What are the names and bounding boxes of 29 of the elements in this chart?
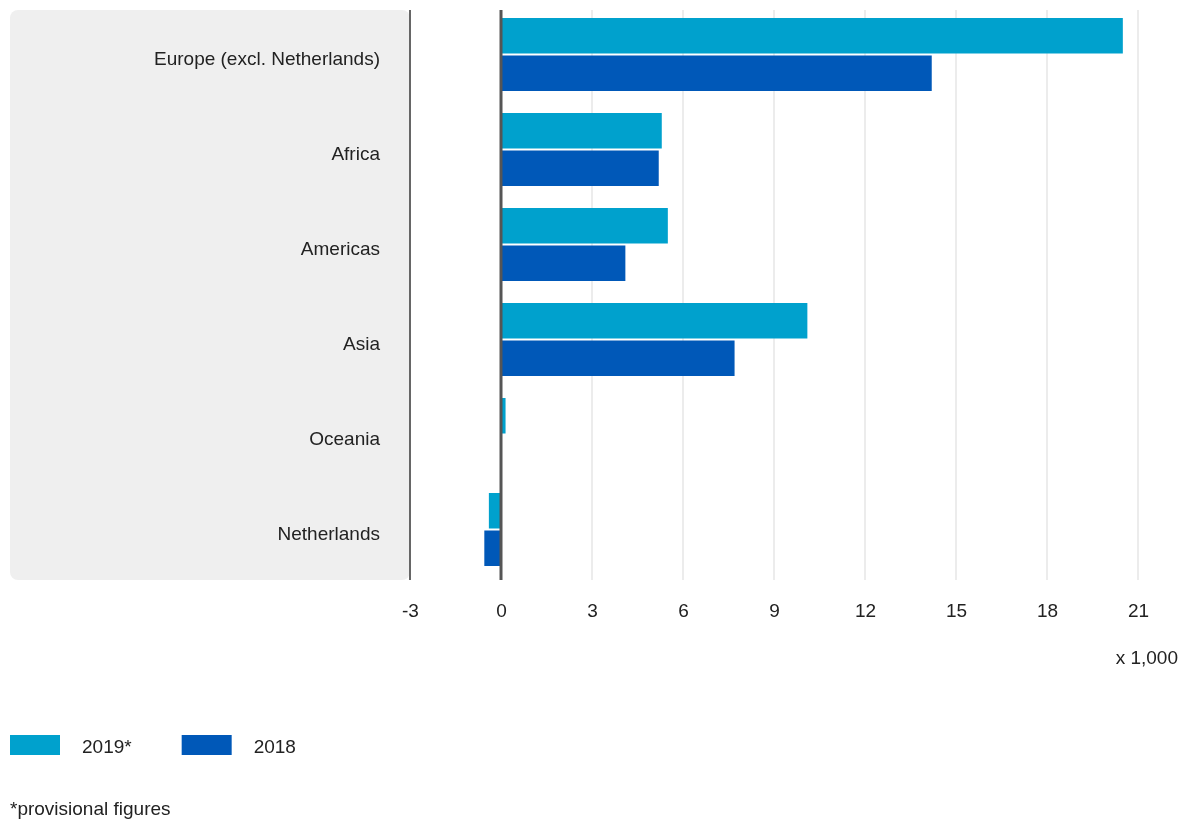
x-tick-label: 9 bbox=[769, 600, 780, 622]
x-tick-label: 15 bbox=[945, 600, 968, 622]
bar bbox=[501, 340, 735, 376]
y-tick-label: Americas bbox=[300, 237, 380, 259]
x-axis-title: x 1,000 bbox=[1115, 647, 1178, 668]
x-tick-label: 6 bbox=[678, 600, 689, 622]
x-tick-label: 0 bbox=[496, 600, 507, 622]
bar bbox=[488, 493, 501, 529]
y-tick-label: Europe (excl. Netherlands) bbox=[154, 47, 380, 69]
bar bbox=[501, 208, 668, 244]
bar bbox=[484, 530, 501, 566]
bar bbox=[501, 150, 659, 186]
x-tick-label: 18 bbox=[1036, 600, 1059, 622]
text: *provisional figures bbox=[10, 798, 171, 819]
y-tick-label: Netherlands bbox=[277, 522, 380, 544]
x-tick-label: 3 bbox=[587, 600, 598, 622]
y-tick-label: Africa bbox=[331, 142, 381, 164]
x-tick-label: -3 bbox=[402, 600, 419, 622]
bar bbox=[501, 55, 932, 91]
bar bbox=[501, 303, 808, 339]
bar bbox=[501, 245, 626, 281]
bar bbox=[501, 113, 662, 149]
x-tick-label: 21 bbox=[1127, 600, 1150, 622]
legend-label: 2019* bbox=[82, 736, 133, 757]
legend-label: 2018 bbox=[253, 736, 296, 757]
y-tick-label: Oceania bbox=[309, 427, 381, 449]
x-tick-label: 12 bbox=[854, 600, 877, 622]
bar bbox=[501, 18, 1123, 54]
y-tick-label: Asia bbox=[343, 332, 381, 354]
